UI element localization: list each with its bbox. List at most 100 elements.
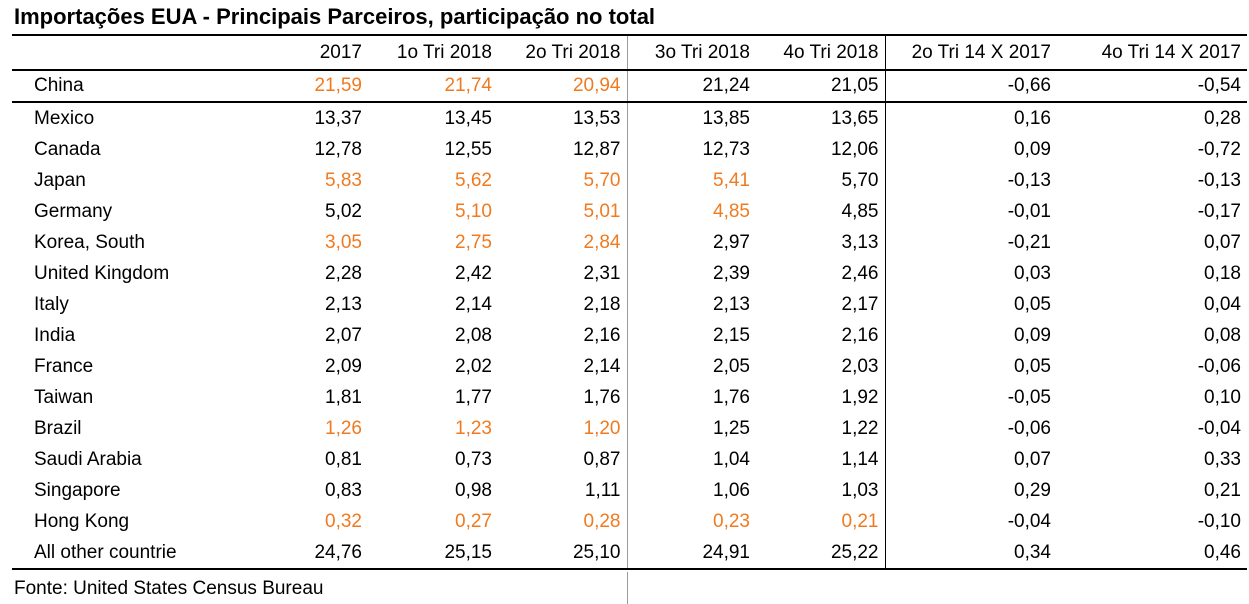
- value-cell: 0,34: [884, 537, 1057, 570]
- value-cell: -0,13: [1197, 169, 1241, 191]
- table-row: Canada 12,78 12,55 12,87 12,73 12,06 0,09 -0,72: [12, 134, 1247, 165]
- value-cell: 1,14: [841, 448, 879, 470]
- value-cell: 21,24: [626, 70, 756, 103]
- value-cell: 2,46: [841, 262, 879, 284]
- value-cell: 1,11: [584, 479, 621, 501]
- column-header-4q2018: 4o Tri 2018: [756, 34, 885, 71]
- country-cell: Hong Kong: [34, 510, 130, 532]
- value-cell: -0,04: [884, 506, 1057, 537]
- value-cell: 0,18: [1204, 262, 1241, 284]
- value-cell: 0,33: [1204, 448, 1241, 470]
- value-cell: 2,14: [583, 355, 621, 377]
- table-row: Hong Kong 0,32 0,27 0,28 0,23 0,21 -0,04 -0,10: [12, 506, 1247, 537]
- value-cell: 2,16: [583, 324, 621, 346]
- value-cell: 2,97: [626, 227, 756, 258]
- table-row: Korea, South 3,05 2,75 2,84 2,97 3,13 -0,21 0,0…: [12, 227, 1247, 258]
- value-cell: 2,84: [583, 231, 621, 253]
- value-cell: 21,05: [756, 70, 885, 103]
- value-cell: 0,98: [455, 479, 492, 501]
- country-cell: France: [34, 355, 94, 377]
- source-note: Fonte: United States Census Bureau: [14, 578, 324, 599]
- table-row: All other countrie 24,76 25,15 25,10 24,91 25…: [12, 537, 1247, 570]
- table-row: India 2,07 2,08 2,16 2,15 2,16 0,09 0,08: [12, 320, 1247, 351]
- value-cell: 0,73: [455, 448, 492, 470]
- value-cell: 2,03: [841, 355, 879, 377]
- value-cell: 1,20: [583, 417, 621, 439]
- value-cell: 1,03: [841, 479, 879, 501]
- value-cell: -0,06: [884, 413, 1057, 444]
- value-cell: 2,18: [583, 293, 621, 315]
- column-header-1q2018: 1o Tri 2018: [368, 34, 498, 71]
- country-cell: Korea, South: [34, 231, 145, 253]
- value-cell: 2,13: [626, 289, 756, 320]
- value-cell: 5,83: [325, 169, 362, 191]
- value-cell: 13,53: [572, 107, 621, 129]
- value-cell: 2,39: [626, 258, 756, 289]
- value-cell: 21,74: [368, 70, 498, 103]
- value-cell: 0,32: [325, 510, 362, 532]
- value-cell: 0,16: [884, 102, 1057, 134]
- value-cell: 0,46: [1057, 537, 1247, 570]
- value-cell: 5,62: [455, 169, 492, 191]
- value-cell: 0,27: [455, 510, 492, 532]
- value-cell: 0,05: [884, 351, 1057, 382]
- value-cell: 1,25: [626, 413, 756, 444]
- value-cell: 0,23: [626, 506, 756, 537]
- value-cell: 5,70: [583, 169, 621, 191]
- value-cell: 12,06: [830, 138, 879, 160]
- table-title: Importações EUA - Principais Parceiros, …: [14, 4, 656, 29]
- value-cell: 1,23: [455, 417, 492, 439]
- value-cell: 0,28: [583, 510, 621, 532]
- table-row: Saudi Arabia 0,81 0,73 0,87 1,04 1,14 0,07 0,33: [12, 444, 1247, 475]
- country-cell: India: [34, 324, 76, 346]
- value-cell: 2,02: [455, 355, 492, 377]
- value-cell: 0,29: [884, 475, 1057, 506]
- value-cell: 2,42: [455, 262, 492, 284]
- value-cell: -0,13: [884, 165, 1057, 196]
- value-cell: 25,22: [756, 537, 885, 570]
- value-cell: 0,09: [884, 134, 1057, 165]
- value-cell: 1,81: [325, 386, 362, 408]
- value-cell: 0,83: [325, 479, 362, 501]
- value-cell: 13,37: [314, 107, 362, 129]
- imports-table: 2017 1o Tri 2018 2o Tri 2018 3o Tri 2018…: [12, 34, 1247, 570]
- value-cell: 0,28: [1204, 107, 1241, 129]
- value-cell: 4,85: [626, 196, 756, 227]
- value-cell: 2,31: [583, 262, 621, 284]
- value-cell: 0,87: [583, 448, 621, 470]
- value-cell: 1,77: [455, 386, 492, 408]
- value-cell: 5,41: [626, 165, 756, 196]
- value-cell: 2,28: [325, 262, 362, 284]
- country-cell: Mexico: [34, 107, 95, 129]
- column-header-2q-vs-2017: 2o Tri 14 X 2017: [884, 34, 1057, 71]
- table-row: Italy 2,13 2,14 2,18 2,13 2,17 0,05 0,04: [12, 289, 1247, 320]
- column-header-3q2018: 3o Tri 2018: [626, 34, 756, 71]
- value-cell: 2,75: [455, 231, 492, 253]
- value-cell: 2,08: [455, 324, 492, 346]
- value-cell: 2,17: [841, 293, 879, 315]
- column-header-2q2018: 2o Tri 2018: [498, 34, 627, 71]
- value-cell: 1,06: [626, 475, 756, 506]
- country-cell: Italy: [34, 293, 69, 315]
- value-cell: 1,22: [841, 417, 879, 439]
- value-cell: 2,14: [455, 293, 492, 315]
- value-cell: -0,21: [884, 227, 1057, 258]
- value-cell: 0,10: [1204, 386, 1241, 408]
- country-cell: Brazil: [34, 417, 82, 439]
- value-cell: 12,55: [444, 138, 492, 160]
- value-cell: 0,07: [1204, 231, 1241, 253]
- value-cell: 1,04: [626, 444, 756, 475]
- table-row: Germany 5,02 5,10 5,01 4,85 4,85 -0,01 -0,17: [12, 196, 1247, 227]
- value-cell: 25,10: [498, 537, 627, 570]
- value-cell: 3,13: [841, 231, 879, 253]
- header-row: 2017 1o Tri 2018 2o Tri 2018 3o Tri 2018…: [12, 34, 1247, 71]
- value-cell: 2,09: [325, 355, 362, 377]
- value-cell: 0,07: [884, 444, 1057, 475]
- value-cell: 2,13: [325, 293, 362, 315]
- value-cell: 5,02: [325, 200, 362, 222]
- value-cell: -0,06: [1197, 355, 1241, 377]
- value-cell: 0,04: [1204, 293, 1241, 315]
- column-gridline: [627, 572, 628, 604]
- value-cell: -0,17: [1197, 200, 1241, 222]
- table-row: China 21,59 21,74 20,94 21,24 21,05 -0,66 -0,54: [12, 70, 1247, 103]
